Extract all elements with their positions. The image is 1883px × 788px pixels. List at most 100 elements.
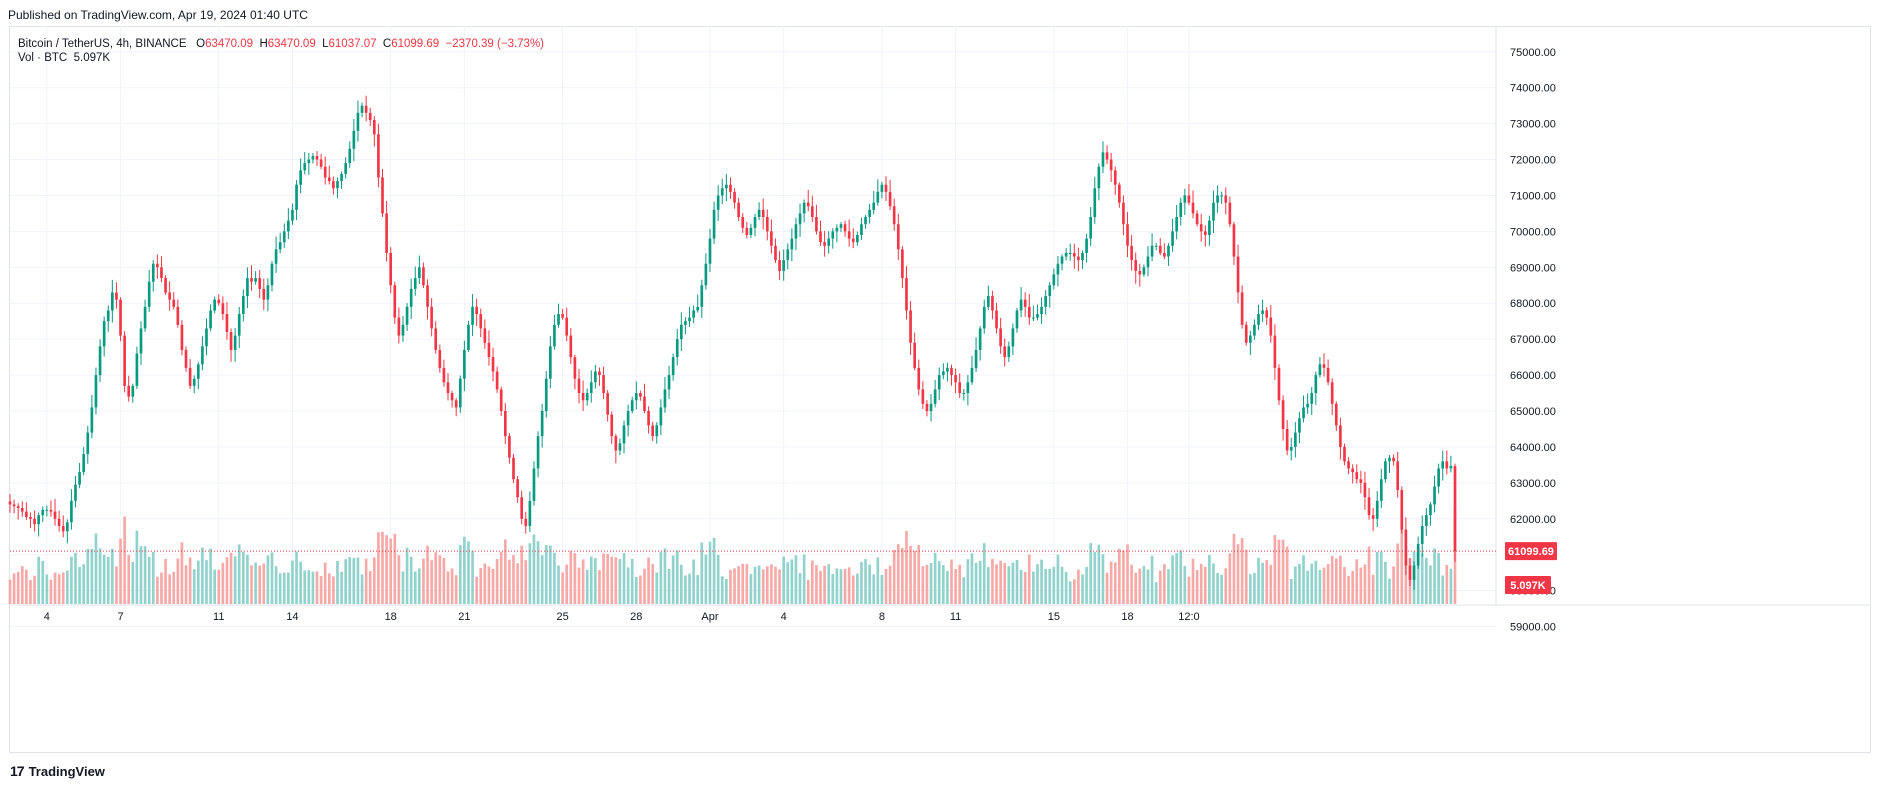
candle-body[interactable] (1077, 256, 1080, 261)
candle-body[interactable] (1445, 461, 1449, 469)
candle-body[interactable] (86, 432, 90, 455)
candle-body[interactable] (999, 328, 1002, 347)
candle-body[interactable] (336, 181, 339, 189)
candle-body[interactable] (581, 393, 585, 401)
candle-body[interactable] (467, 324, 470, 350)
candle-body[interactable] (1429, 504, 1432, 516)
candle-body[interactable] (888, 191, 892, 207)
candle-body[interactable] (147, 281, 151, 307)
candle-body[interactable] (495, 371, 499, 390)
candle-body[interactable] (135, 353, 139, 386)
candle-body[interactable] (1101, 152, 1105, 167)
candle-body[interactable] (1216, 195, 1219, 203)
candle-body[interactable] (205, 328, 208, 347)
candle-body[interactable] (602, 375, 605, 394)
candle-body[interactable] (418, 267, 421, 279)
candle-body[interactable] (299, 170, 302, 185)
candle-body[interactable] (704, 263, 708, 286)
candle-body[interactable] (1060, 256, 1064, 264)
candle-body[interactable] (176, 306, 180, 325)
candle-body[interactable] (1289, 446, 1293, 451)
candle-body[interactable] (1089, 217, 1093, 239)
candle-body[interactable] (344, 163, 347, 174)
candle-body[interactable] (25, 511, 28, 517)
candle-body[interactable] (8, 501, 12, 505)
candle-body[interactable] (151, 263, 155, 282)
candle-body[interactable] (1011, 328, 1015, 347)
candle-body[interactable] (1367, 497, 1371, 516)
candle-body[interactable] (958, 382, 962, 394)
candle-body[interactable] (606, 393, 609, 415)
candle-body[interactable] (1281, 400, 1285, 429)
candle-body[interactable] (393, 285, 397, 318)
candle-body[interactable] (1322, 364, 1326, 368)
candle-body[interactable] (741, 217, 745, 228)
candle-body[interactable] (896, 224, 900, 250)
candle-body[interactable] (340, 173, 343, 182)
candle-body[interactable] (1015, 310, 1019, 329)
candle-body[interactable] (209, 310, 212, 329)
candle-body[interactable] (1224, 195, 1228, 203)
candle-body[interactable] (1093, 188, 1097, 218)
candle-body[interactable] (450, 393, 454, 401)
candle-body[interactable] (909, 310, 912, 343)
candle-body[interactable] (872, 202, 876, 210)
candle-body[interactable] (463, 349, 466, 379)
candle-body[interactable] (180, 324, 184, 350)
candle-body[interactable] (1355, 472, 1359, 480)
candle-body[interactable] (1167, 245, 1170, 257)
candle-body[interactable] (160, 267, 163, 279)
candle-body[interactable] (847, 231, 851, 239)
candle-body[interactable] (1195, 213, 1199, 225)
candle-body[interactable] (368, 112, 372, 121)
candle-body[interactable] (426, 285, 429, 307)
candle-body[interactable] (430, 306, 433, 329)
candle-body[interactable] (1326, 367, 1330, 383)
candle-body[interactable] (761, 209, 765, 218)
candle-body[interactable] (639, 393, 642, 397)
candle-body[interactable] (172, 299, 176, 307)
candle-body[interactable] (1306, 403, 1309, 408)
candle-body[interactable] (1285, 428, 1289, 451)
candle-body[interactable] (192, 378, 196, 386)
candle-body[interactable] (1449, 465, 1453, 469)
candle-body[interactable] (1183, 195, 1187, 203)
candle-body[interactable] (1453, 465, 1457, 552)
candle-body[interactable] (1396, 461, 1400, 491)
candle-body[interactable] (1158, 245, 1162, 253)
candle-body[interactable] (655, 425, 659, 437)
candle-body[interactable] (1064, 252, 1068, 257)
candle-body[interactable] (1400, 490, 1404, 530)
candle-body[interactable] (765, 217, 769, 232)
candle-body[interactable] (1265, 310, 1269, 318)
candle-body[interactable] (49, 509, 53, 512)
chart-frame[interactable] (9, 26, 1871, 753)
candle-body[interactable] (520, 497, 524, 519)
candle-body[interactable] (1126, 224, 1129, 246)
candle-body[interactable] (348, 148, 352, 164)
candle-body[interactable] (974, 349, 978, 368)
candle-body[interactable] (1404, 529, 1408, 566)
candle-body[interactable] (1220, 195, 1224, 197)
candle-body[interactable] (745, 227, 749, 235)
candle-body[interactable] (1212, 202, 1215, 221)
candle-body[interactable] (250, 278, 253, 282)
candle-body[interactable] (589, 382, 593, 394)
candle-body[interactable] (933, 389, 937, 404)
candle-body[interactable] (1019, 299, 1023, 311)
candle-body[interactable] (156, 263, 159, 268)
candle-body[interactable] (1392, 457, 1395, 462)
candle-body[interactable] (65, 522, 69, 532)
candle-body[interactable] (278, 242, 282, 250)
candle-body[interactable] (1109, 159, 1113, 171)
tradingview-logo[interactable]: 17 TradingView (10, 763, 105, 779)
candle-body[interactable] (880, 184, 884, 192)
candle-body[interactable] (1294, 432, 1297, 447)
candle-body[interactable] (626, 411, 630, 426)
candle-body[interactable] (810, 206, 814, 218)
candle-body[interactable] (937, 375, 941, 390)
candle-body[interactable] (307, 159, 311, 164)
candle-body[interactable] (106, 310, 110, 322)
candle-body[interactable] (561, 314, 564, 318)
candle-body[interactable] (237, 314, 241, 336)
